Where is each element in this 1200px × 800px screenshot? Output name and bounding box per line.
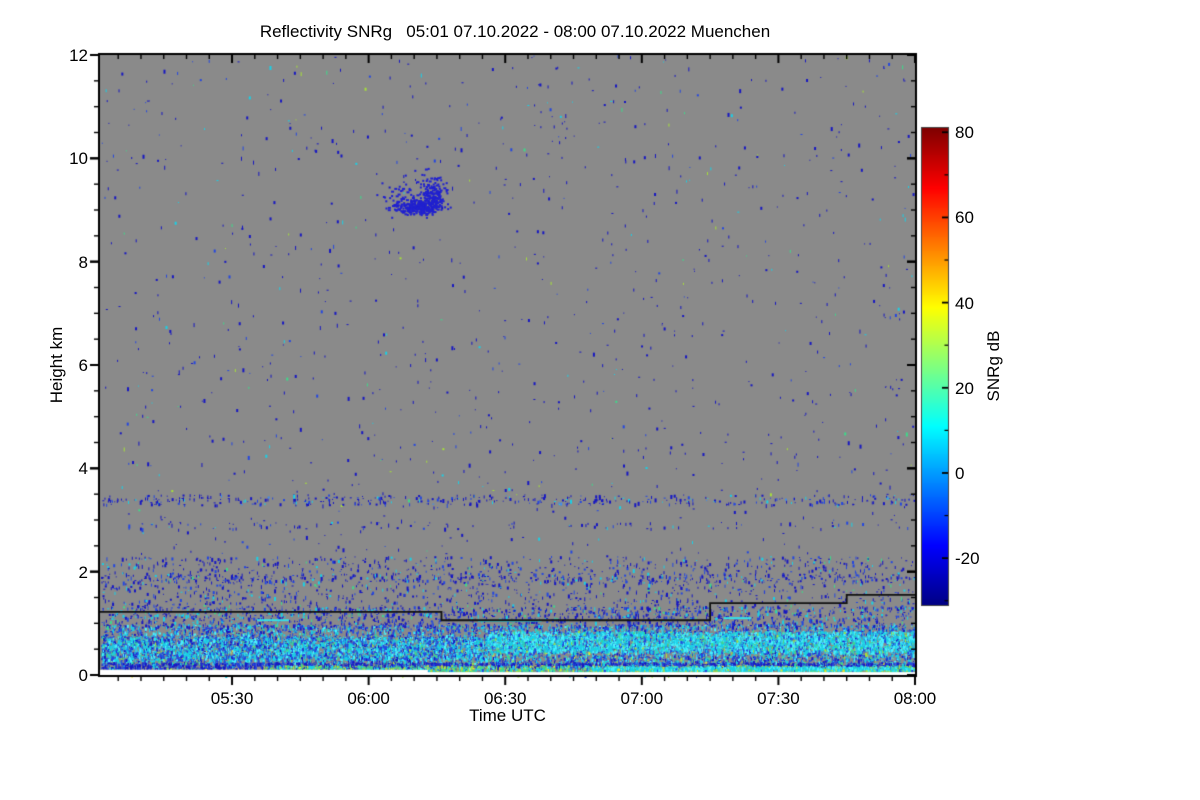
y-tick-label: 12 <box>69 46 88 65</box>
y-tick-label: 8 <box>78 252 88 272</box>
plot-title: Reflectivity SNRg 05:01 07.10.2022 - 08:… <box>259 22 771 41</box>
x-tick-label: 07:30 <box>757 689 800 708</box>
y-tick-label: 4 <box>78 459 88 479</box>
x-tick-label: 06:00 <box>347 689 390 708</box>
x-tick-label: 08:00 <box>893 689 937 708</box>
x-tick-label: 05:30 <box>210 689 254 708</box>
colorbar-tick-label: 40 <box>955 293 974 313</box>
colorbar-tick-label: 80 <box>955 123 974 143</box>
colorbar-tick-label: -20 <box>955 549 980 569</box>
colorbar-label: SNRg dB <box>984 330 1003 402</box>
x-axis-label: Time UTC <box>469 706 546 725</box>
colorbar-tick-label: 0 <box>955 463 965 483</box>
y-tick-label: 2 <box>78 562 88 582</box>
x-tick-label: 06:30 <box>483 689 527 708</box>
colorbar-tick-label: 20 <box>955 378 974 398</box>
y-tick-label: 6 <box>78 356 88 375</box>
y-tick-label: 0 <box>78 666 88 685</box>
x-tick-label: 07:00 <box>620 689 664 708</box>
y-tick-label: 10 <box>69 149 88 169</box>
colorbar-tick-label: 60 <box>955 208 974 228</box>
